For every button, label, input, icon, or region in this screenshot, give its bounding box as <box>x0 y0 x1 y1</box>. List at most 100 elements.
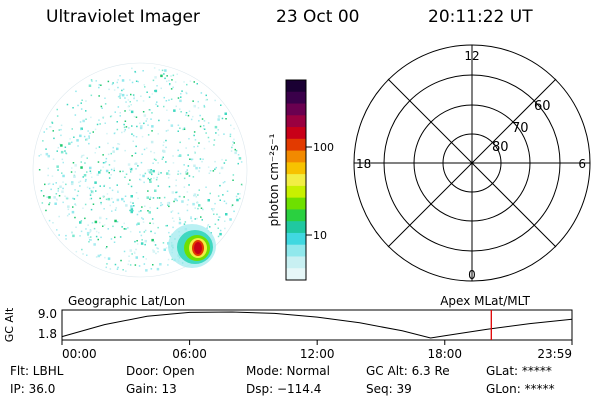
speckle <box>107 142 109 145</box>
speckle <box>124 120 127 122</box>
speckle <box>184 221 187 223</box>
speckle <box>122 170 124 173</box>
speckle <box>74 189 76 191</box>
speckle <box>116 121 118 123</box>
speckle <box>170 98 173 100</box>
speckle <box>214 223 217 225</box>
speckle <box>193 81 195 83</box>
speckle <box>207 225 209 227</box>
speckle <box>149 109 151 111</box>
speckle <box>139 179 142 181</box>
speckle <box>240 161 243 163</box>
speckle <box>88 137 90 139</box>
speckle <box>54 202 57 205</box>
speckle <box>80 220 83 222</box>
speckle <box>90 229 92 232</box>
speckle <box>172 155 174 157</box>
speckle <box>99 221 101 224</box>
speckle <box>67 208 70 211</box>
speckle <box>95 190 97 192</box>
speckle <box>189 158 191 160</box>
speckle <box>74 203 76 205</box>
speckle <box>58 234 60 236</box>
speckle <box>152 79 155 82</box>
speckle <box>150 268 153 270</box>
speckle <box>91 176 93 178</box>
speckle <box>82 207 84 209</box>
speckle <box>77 190 80 192</box>
speckle <box>72 197 74 200</box>
colorbar-swatch <box>286 185 306 199</box>
speckle <box>140 242 144 245</box>
speckle <box>140 234 143 237</box>
speckle <box>168 83 171 86</box>
speckle <box>61 190 64 193</box>
speckle <box>195 166 198 170</box>
speckle <box>75 250 78 253</box>
colorbar-swatch <box>286 221 306 234</box>
speckle <box>104 97 106 99</box>
speckle <box>155 178 158 181</box>
speckle <box>119 95 121 97</box>
speckle <box>147 169 150 172</box>
speckle <box>152 249 154 251</box>
speckle <box>100 84 102 86</box>
speckle <box>143 84 145 86</box>
speckle <box>60 144 63 147</box>
speckle <box>156 247 158 249</box>
speckle <box>219 232 222 236</box>
speckle <box>58 195 61 197</box>
mlat-label-80: 80 <box>492 140 509 155</box>
speckle <box>117 95 120 98</box>
speckle <box>166 80 168 83</box>
speckle <box>150 150 152 153</box>
speckle <box>75 204 77 206</box>
speckle <box>144 239 147 243</box>
speckle <box>237 193 239 195</box>
speckle <box>214 202 216 205</box>
speckle <box>166 109 168 111</box>
speckle <box>222 181 225 184</box>
info-flt: Flt: LBHL <box>10 364 64 378</box>
speckle <box>177 173 179 175</box>
speckle <box>144 86 146 88</box>
speckle <box>131 67 133 70</box>
speckle <box>148 171 150 173</box>
speckle <box>116 184 118 186</box>
speckle <box>193 134 195 137</box>
speckle <box>133 115 136 118</box>
speckle <box>65 234 67 237</box>
speckle <box>232 141 234 143</box>
speckle <box>173 200 175 203</box>
speckle <box>185 112 188 114</box>
speckle <box>135 168 137 170</box>
speckle <box>146 91 148 93</box>
speckle <box>70 171 73 173</box>
speckle <box>104 103 107 105</box>
speckle <box>71 181 74 184</box>
speckle <box>161 203 164 206</box>
speckle <box>87 137 89 140</box>
speckle <box>232 179 234 181</box>
speckle <box>164 77 166 80</box>
speckle <box>154 76 157 79</box>
speckle <box>205 132 207 134</box>
speckle <box>117 143 119 145</box>
info-gain: Gain: 13 <box>126 382 177 396</box>
speckle <box>154 90 156 92</box>
speckle <box>66 214 69 217</box>
speckle <box>187 165 190 167</box>
speckle <box>129 79 131 81</box>
speckle <box>95 147 97 150</box>
speckle <box>125 270 127 272</box>
speckle <box>73 175 76 178</box>
speckle <box>217 227 219 229</box>
speckle <box>129 264 132 266</box>
speckle <box>106 263 108 265</box>
speckle <box>136 125 138 128</box>
speckle <box>181 90 183 92</box>
time-label: 20:11:22 UT <box>428 7 533 27</box>
speckle <box>185 114 187 116</box>
speckle <box>127 99 130 101</box>
